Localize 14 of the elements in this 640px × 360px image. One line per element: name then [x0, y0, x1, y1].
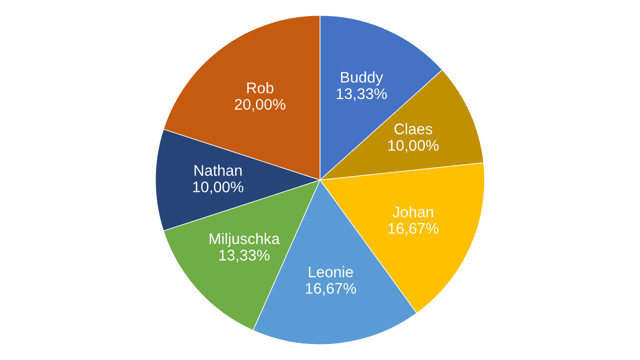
data-label: 20,00% — [234, 98, 286, 112]
slice-label: Nathan — [194, 164, 242, 176]
slice-label: Miljuschka — [210, 232, 280, 248]
slice-label: Claes — [394, 123, 432, 134]
slice-label: Buddy — [341, 71, 384, 86]
slice-label: Leonie — [308, 266, 353, 278]
data-label: 13,33% — [219, 250, 270, 262]
data-label: 10,00% — [193, 182, 244, 194]
data-label: 16,67% — [306, 282, 356, 296]
slice-label: Rob — [247, 82, 274, 94]
data-label: 13,33% — [336, 88, 387, 101]
data-label: 16,67% — [388, 223, 439, 236]
slice-label: Johan — [392, 206, 434, 218]
data-label: 10,00% — [388, 140, 439, 153]
